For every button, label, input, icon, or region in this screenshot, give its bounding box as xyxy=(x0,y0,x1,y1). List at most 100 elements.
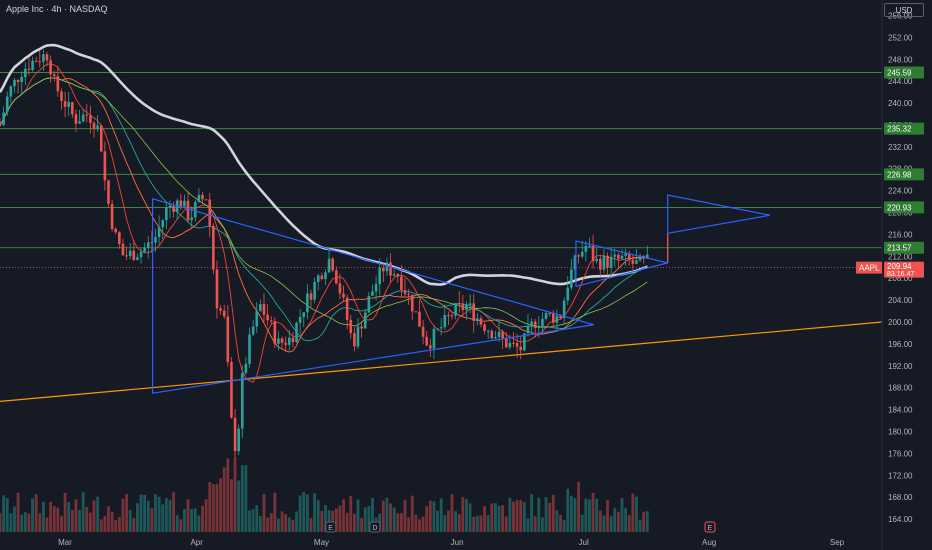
candle-body xyxy=(0,124,2,126)
candle-body xyxy=(71,102,74,115)
candle-body xyxy=(392,274,396,276)
time-tick-label: Mar xyxy=(58,538,72,547)
candle-body xyxy=(501,331,504,338)
volume-bar xyxy=(320,510,324,532)
earnings-marker[interactable] xyxy=(325,521,337,533)
candle-body xyxy=(562,300,566,319)
volume-bar xyxy=(479,515,483,532)
price-tick-label: 240.00 xyxy=(888,99,913,108)
candle-body xyxy=(146,242,150,248)
candle-body xyxy=(107,180,110,204)
candle-body xyxy=(410,294,414,312)
volume-bar xyxy=(465,498,468,532)
earnings-marker[interactable] xyxy=(704,521,716,533)
candle-body xyxy=(566,287,570,301)
ma-teal-line xyxy=(0,77,648,342)
price-tick-label: 188.00 xyxy=(888,384,913,393)
candle-body xyxy=(414,311,418,313)
volume-bar xyxy=(143,494,147,532)
trendlines xyxy=(0,321,883,402)
candle-body xyxy=(280,338,284,343)
candle-body xyxy=(342,293,345,298)
candle-body xyxy=(287,337,291,345)
candle-body xyxy=(497,331,501,338)
volume-bar xyxy=(215,484,219,532)
candle-body xyxy=(602,255,606,270)
volume-bar xyxy=(324,505,327,532)
candle-body xyxy=(204,199,208,201)
candle-body xyxy=(519,346,523,351)
candle-body xyxy=(454,303,457,316)
horizontal-levels xyxy=(0,72,882,268)
volume-bar xyxy=(595,498,599,532)
level-price-label: 245.59 xyxy=(887,68,912,77)
volume-bar xyxy=(588,499,591,532)
volume-bar xyxy=(573,498,577,532)
candle-body xyxy=(284,342,287,345)
candle-body xyxy=(515,343,519,347)
volume-bar xyxy=(121,498,125,532)
volume-bar xyxy=(486,515,490,532)
currency-button[interactable]: USD xyxy=(884,3,924,17)
volume-bar xyxy=(201,505,204,532)
volume-bar xyxy=(305,494,309,532)
volume-bar xyxy=(352,513,356,532)
volume-bar xyxy=(103,515,107,532)
candle-body xyxy=(150,242,154,244)
ma-long-line xyxy=(0,43,648,286)
price-tick-label: 164.00 xyxy=(888,515,913,524)
volume-bar xyxy=(186,499,190,532)
volume-bar xyxy=(609,516,613,532)
candle-body xyxy=(494,337,497,339)
level-price-tag xyxy=(884,168,924,181)
earnings-marker[interactable] xyxy=(369,521,381,533)
volume-bar xyxy=(255,505,259,532)
candle-body xyxy=(551,313,555,323)
event-marker-label: E xyxy=(708,525,713,532)
candle-body xyxy=(577,255,580,257)
candle-body xyxy=(226,316,230,363)
candle-body xyxy=(374,284,378,292)
candle-body xyxy=(624,253,627,256)
candle-body xyxy=(143,247,146,252)
volume-bar xyxy=(128,509,132,532)
candle-body xyxy=(468,303,472,305)
price-tick-label: 184.00 xyxy=(888,406,913,415)
candle-body xyxy=(251,326,255,335)
candle-body xyxy=(331,258,334,271)
volume-bar xyxy=(107,506,110,532)
candle-body xyxy=(85,114,89,116)
candle-body xyxy=(183,200,186,207)
candle-body xyxy=(230,362,233,418)
candle-body xyxy=(13,79,16,87)
volume-bar xyxy=(208,482,212,532)
volume-bar xyxy=(414,514,418,532)
candle-body xyxy=(186,200,190,221)
candle-body xyxy=(541,318,544,327)
volume-bar xyxy=(616,511,620,532)
volume-bar xyxy=(410,495,414,532)
volume-bar xyxy=(356,499,360,532)
candle-body xyxy=(385,262,389,272)
candle-body xyxy=(512,342,515,344)
volume-bar xyxy=(381,500,385,532)
volume-bar xyxy=(501,505,505,532)
last-price-tag xyxy=(884,261,924,278)
candle-body xyxy=(555,315,559,323)
volume-bar xyxy=(522,502,526,532)
volume-bar xyxy=(631,493,635,532)
volume-bar xyxy=(327,510,331,532)
volume-bar xyxy=(251,509,255,532)
candle-body xyxy=(128,250,132,257)
volume-bar xyxy=(193,508,197,532)
candle-body xyxy=(201,194,204,200)
candle-body xyxy=(617,254,620,259)
volume-bar xyxy=(262,494,266,532)
time-tick-label: Aug xyxy=(702,538,716,547)
volume-bar xyxy=(450,494,454,532)
volume-bar xyxy=(591,492,595,532)
volume-bar xyxy=(309,518,313,532)
candle-body xyxy=(161,220,165,228)
